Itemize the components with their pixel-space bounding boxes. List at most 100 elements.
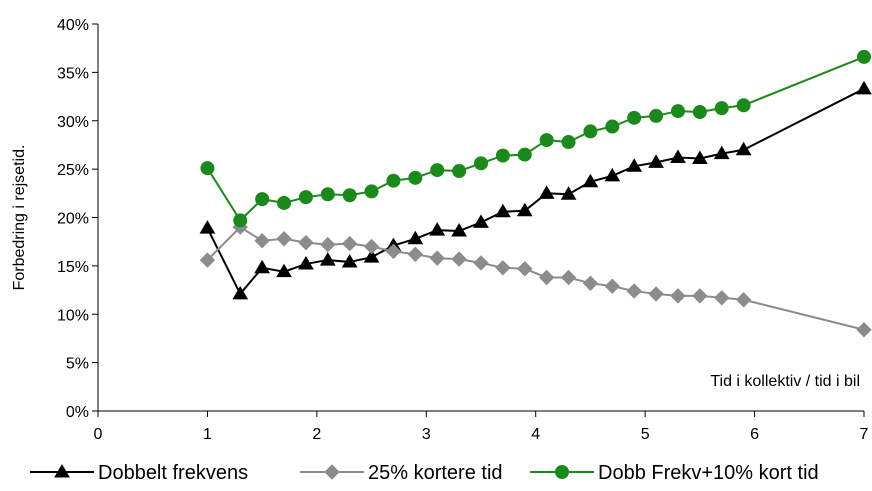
- data-point: [605, 119, 620, 134]
- data-point: [538, 185, 555, 199]
- y-tick-label: 10%: [57, 307, 89, 324]
- data-point: [363, 238, 380, 255]
- data-point: [604, 278, 621, 294]
- data-point: [364, 184, 379, 199]
- legend-item: Dobbelt frekvens: [30, 462, 248, 484]
- data-point: [386, 173, 401, 188]
- y-tick-label: 30%: [57, 114, 89, 131]
- data-point: [735, 141, 752, 156]
- data-point: [627, 110, 642, 125]
- y-tick-label: 0%: [66, 404, 89, 421]
- legend-label: 25% kortere tid: [368, 462, 503, 484]
- data-point: [517, 147, 532, 162]
- data-point: [276, 263, 292, 278]
- data-point: [200, 161, 215, 176]
- data-point: [856, 80, 872, 95]
- data-point: [199, 252, 216, 268]
- data-point: [670, 104, 685, 119]
- y-tick-label: 20%: [57, 211, 89, 228]
- y-tick-label: 15%: [57, 259, 89, 276]
- x-tick-label: 4: [531, 426, 540, 443]
- data-point: [254, 259, 271, 274]
- series-3: [200, 49, 871, 228]
- data-point: [670, 288, 686, 304]
- data-point: [408, 170, 423, 185]
- data-point: [583, 124, 598, 139]
- data-point: [517, 261, 533, 277]
- data-point: [714, 101, 729, 116]
- x-tick-label: 1: [203, 426, 212, 443]
- data-point: [561, 135, 576, 150]
- data-point: [342, 188, 357, 203]
- legend-item: 25% kortere tid: [300, 462, 503, 484]
- x-tick-label: 6: [750, 426, 759, 443]
- data-point: [604, 167, 621, 182]
- data-point: [670, 149, 686, 164]
- data-point: [495, 148, 510, 163]
- data-point: [692, 288, 708, 304]
- data-point: [341, 254, 358, 268]
- data-point: [452, 164, 467, 179]
- data-point: [233, 213, 248, 228]
- data-point: [648, 154, 664, 168]
- legend: Dobbelt frekvens 25% kortere tid Dobb Frek…: [30, 462, 819, 484]
- data-point: [691, 150, 708, 164]
- x-tick-label: 7: [860, 426, 869, 443]
- data-point: [363, 249, 380, 263]
- data-point: [320, 187, 335, 202]
- data-point: [582, 173, 599, 188]
- series-1: [199, 80, 872, 300]
- data-point: [736, 98, 751, 113]
- legend-marker: [555, 465, 569, 479]
- data-point: [626, 158, 643, 172]
- y-tick-label: 40%: [57, 17, 89, 34]
- x-tick-label: 0: [94, 426, 103, 443]
- data-point: [451, 223, 467, 237]
- data-point: [648, 286, 664, 302]
- data-point: [276, 231, 292, 247]
- x-ticks: 0 1 2 3 4 5 6 7: [94, 411, 869, 443]
- data-point: [298, 234, 314, 251]
- data-point: [495, 203, 511, 218]
- data-point: [385, 243, 402, 260]
- data-point: [560, 269, 577, 286]
- data-point: [407, 230, 424, 245]
- data-point: [451, 251, 467, 267]
- x-axis-title: Tid i kollektiv / tid i bil: [710, 373, 860, 390]
- data-point: [857, 49, 871, 64]
- legend-marker: [324, 464, 340, 480]
- data-point: [714, 290, 730, 306]
- x-tick-label: 3: [422, 426, 431, 443]
- y-tick-label: 5%: [66, 356, 89, 373]
- data-point: [298, 255, 314, 270]
- data-point: [430, 163, 445, 178]
- data-point: [538, 269, 555, 286]
- series-2: [199, 219, 872, 338]
- data-point: [473, 255, 489, 271]
- data-point: [539, 133, 554, 148]
- y-tick-label: 25%: [57, 162, 89, 179]
- legend-item: Dobb Frekv+10% kort tid: [530, 462, 819, 484]
- data-point: [298, 190, 313, 205]
- legend-marker: [54, 464, 70, 478]
- y-ticks: 0% 5% 10% 15% 20% 25% 30% 35% 40%: [57, 17, 98, 421]
- data-point: [474, 156, 488, 171]
- data-point: [649, 108, 664, 123]
- y-tick-label: 35%: [57, 65, 89, 82]
- legend-label: Dobb Frekv+10% kort tid: [598, 462, 819, 484]
- data-point: [255, 192, 270, 207]
- data-point: [199, 220, 216, 234]
- data-point: [582, 275, 599, 291]
- data-point: [232, 285, 249, 300]
- data-point: [473, 214, 489, 228]
- legend-label: Dobbelt frekvens: [98, 462, 248, 484]
- data-point: [254, 233, 270, 249]
- x-tick-label: 5: [641, 426, 650, 443]
- data-point: [692, 105, 707, 120]
- data-point: [626, 283, 642, 299]
- data-point: [320, 236, 336, 253]
- data-point: [516, 202, 533, 217]
- data-point: [856, 322, 872, 338]
